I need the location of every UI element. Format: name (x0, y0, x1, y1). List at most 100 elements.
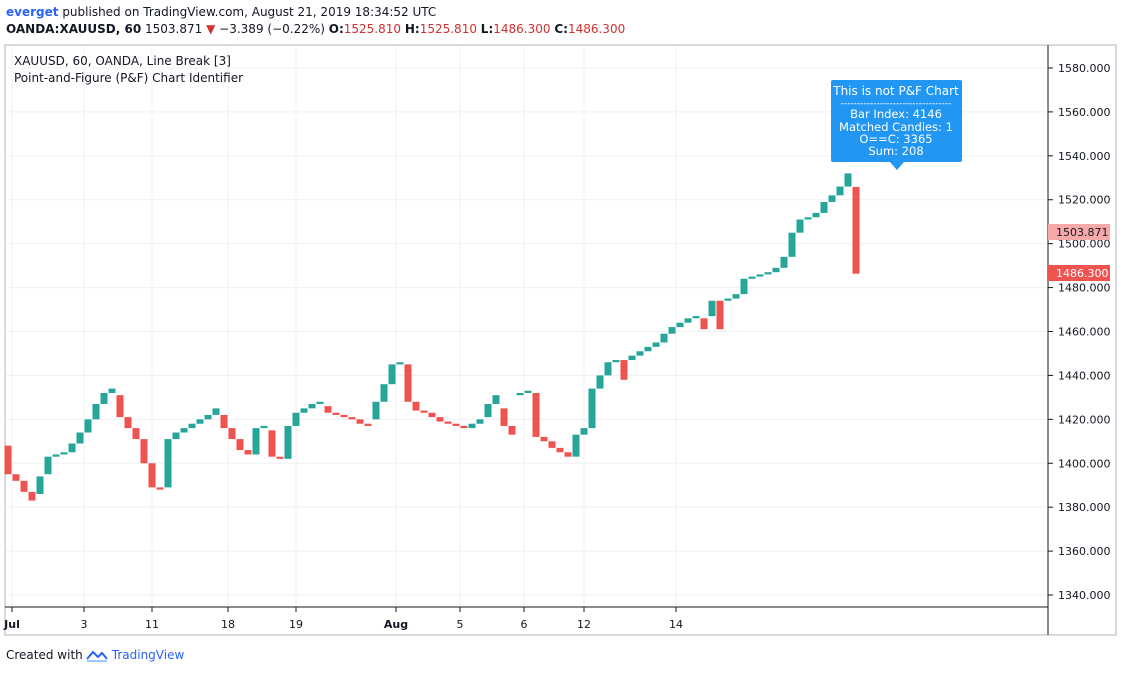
up-brick (380, 384, 388, 402)
down-brick (460, 425, 468, 429)
up-brick (300, 408, 308, 413)
tooltip-pointer (890, 162, 904, 170)
down-brick (268, 430, 276, 457)
up-brick (196, 419, 204, 424)
tooltip-title: This is not P&F Chart (832, 84, 959, 98)
close-label: C: (554, 22, 568, 36)
down-brick (356, 419, 364, 424)
y-tick-label: 1480.000 (1058, 282, 1111, 295)
down-brick (364, 423, 372, 426)
up-brick (732, 294, 740, 299)
high-label: H: (404, 22, 420, 36)
up-brick (284, 425, 292, 459)
down-brick (12, 474, 20, 481)
up-brick (828, 195, 836, 202)
up-brick (516, 392, 524, 396)
up-brick (748, 276, 756, 279)
publish-line: everget published on TradingView.com, Au… (6, 5, 436, 19)
brick-series (4, 173, 860, 501)
down-brick (500, 408, 508, 426)
tradingview-link[interactable]: TradingView (111, 648, 185, 662)
up-brick (588, 388, 596, 429)
up-brick (84, 419, 92, 433)
up-brick (396, 362, 404, 365)
up-brick (844, 173, 852, 187)
down-brick (540, 436, 548, 442)
up-brick (580, 428, 588, 435)
up-brick (36, 476, 44, 494)
down-brick (404, 364, 412, 402)
up-brick (388, 364, 396, 385)
down-arrow-icon: ▼ (206, 22, 216, 36)
x-tick-label: 12 (577, 618, 591, 631)
x-tick-label: 14 (669, 618, 683, 631)
down-brick (324, 406, 332, 413)
down-brick (332, 412, 340, 415)
up-brick (92, 403, 100, 420)
up-brick (308, 403, 316, 409)
up-brick (668, 327, 676, 334)
up-brick (652, 342, 660, 347)
down-brick (620, 360, 628, 380)
down-brick (132, 428, 140, 440)
up-brick (708, 300, 716, 317)
up-brick (788, 232, 796, 257)
up-brick (812, 212, 820, 218)
up-brick (60, 452, 68, 455)
up-brick (188, 423, 196, 429)
up-brick (780, 256, 788, 268)
close-price-text: 1486.300 (1056, 267, 1109, 280)
up-brick (772, 267, 780, 273)
price-tags: 1503.871 1486.300 (1048, 224, 1110, 281)
up-brick (476, 419, 484, 424)
up-brick (468, 423, 476, 429)
low-value: 1486.300 (493, 22, 551, 36)
up-brick (44, 456, 52, 475)
down-brick (340, 414, 348, 418)
y-tick-label: 1580.000 (1058, 62, 1111, 75)
down-brick (148, 463, 156, 488)
up-brick (724, 298, 732, 301)
up-brick (524, 390, 532, 393)
up-brick (572, 434, 580, 457)
down-brick (156, 487, 164, 490)
up-brick (612, 360, 620, 363)
up-brick (836, 186, 844, 196)
grid-lines (6, 46, 1047, 606)
legend-title: XAUUSD, 60, OANDA, Line Break [3] (14, 54, 231, 68)
close-price-tag (1048, 265, 1110, 281)
up-brick (492, 395, 500, 404)
y-tick-label: 1360.000 (1058, 545, 1111, 558)
up-brick (172, 432, 180, 440)
up-brick (676, 322, 684, 328)
up-brick (660, 333, 668, 343)
price-axis[interactable]: 1340.000 1360.000 1380.000 1400.000 1420.000… (1048, 62, 1111, 602)
y-tick-label: 1460.000 (1058, 325, 1111, 338)
x-tick-label: 11 (145, 618, 159, 631)
down-brick (716, 300, 724, 330)
up-brick (76, 432, 84, 444)
publish-info: published on TradingView.com, August 21,… (62, 5, 437, 19)
up-brick (764, 272, 772, 275)
y-tick-label: 1500.000 (1058, 238, 1111, 251)
up-brick (628, 355, 636, 361)
current-price-text: 1503.871 (1056, 226, 1109, 239)
up-brick (692, 316, 700, 319)
legend-indicator: Point-and-Figure (P&F) Chart Identifier (14, 71, 243, 85)
up-brick (164, 439, 172, 488)
time-axis[interactable]: Jul 3 11 18 19 Aug 5 6 12 14 (3, 607, 683, 631)
up-brick (740, 278, 748, 295)
down-brick (852, 186, 860, 274)
up-brick (260, 425, 268, 429)
up-brick (108, 388, 116, 393)
author-name[interactable]: everget (6, 5, 59, 19)
up-brick (100, 392, 108, 404)
up-brick (252, 428, 260, 455)
tooltip-separator: ---------------------------------- (841, 99, 951, 109)
down-brick (348, 417, 356, 420)
up-brick (596, 375, 604, 389)
down-brick (220, 414, 228, 429)
pnf-tooltip: This is not P&F Chart ------------------… (831, 80, 962, 170)
x-tick-label: 18 (221, 618, 235, 631)
